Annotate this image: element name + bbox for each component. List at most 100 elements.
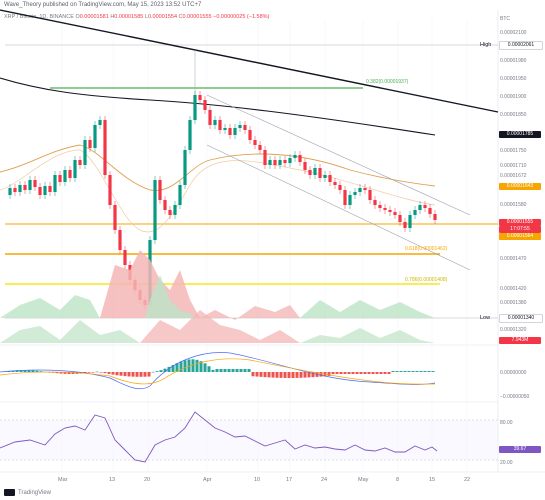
candle[interactable] [153, 180, 157, 240]
candle[interactable] [203, 100, 207, 110]
candle[interactable] [163, 200, 167, 210]
candle[interactable] [363, 188, 367, 190]
candle[interactable] [398, 215, 402, 222]
candle[interactable] [308, 170, 312, 175]
macd-bar [55, 372, 59, 374]
candle[interactable] [258, 145, 262, 150]
candle[interactable] [268, 160, 272, 165]
ema-50-line[interactable] [0, 144, 436, 191]
candle[interactable] [13, 188, 17, 192]
candle[interactable] [38, 187, 42, 195]
candle[interactable] [188, 120, 192, 150]
macd-bar [279, 372, 283, 378]
candle[interactable] [433, 214, 437, 220]
candle[interactable] [338, 185, 342, 190]
candle[interactable] [418, 205, 422, 210]
candle[interactable] [253, 140, 257, 145]
candle[interactable] [263, 150, 267, 165]
ema-200-line[interactable] [0, 77, 436, 136]
candle[interactable] [78, 160, 82, 165]
candle[interactable] [348, 195, 352, 205]
candle[interactable] [123, 250, 127, 265]
candle[interactable] [93, 125, 97, 148]
candle[interactable] [68, 170, 72, 178]
candle[interactable] [333, 182, 337, 185]
candle[interactable] [98, 120, 102, 125]
candle[interactable] [303, 162, 307, 170]
channel-lower[interactable] [206, 144, 471, 271]
candle[interactable] [18, 185, 22, 192]
signal-line[interactable] [0, 358, 436, 385]
candle[interactable] [118, 230, 122, 250]
candle[interactable] [353, 192, 357, 195]
candle[interactable] [273, 160, 277, 165]
candle[interactable] [113, 205, 117, 230]
candle[interactable] [63, 170, 67, 182]
candle[interactable] [368, 190, 372, 200]
candle[interactable] [328, 175, 332, 182]
candle[interactable] [323, 175, 327, 178]
candle[interactable] [8, 188, 12, 195]
candle[interactable] [383, 208, 387, 210]
candles-group[interactable] [8, 91, 437, 309]
footer-brand[interactable]: TradingView [4, 489, 51, 496]
candle[interactable] [248, 130, 252, 140]
candle[interactable] [293, 155, 297, 158]
rsi-line[interactable] [0, 411, 438, 463]
candle[interactable] [393, 212, 397, 215]
candle[interactable] [88, 140, 92, 148]
candle[interactable] [378, 205, 382, 208]
long-trendline[interactable] [0, 9, 499, 113]
candle[interactable] [173, 205, 177, 215]
candle[interactable] [223, 128, 227, 130]
candle[interactable] [403, 222, 407, 228]
candle[interactable] [408, 215, 412, 228]
candle[interactable] [73, 160, 77, 178]
channel-upper[interactable] [206, 94, 471, 216]
candle[interactable] [23, 185, 27, 190]
candle[interactable] [373, 200, 377, 205]
candle[interactable] [233, 128, 237, 135]
candle[interactable] [358, 188, 362, 192]
candle[interactable] [288, 158, 292, 163]
candle[interactable] [108, 175, 112, 205]
candle[interactable] [178, 185, 182, 205]
candle[interactable] [28, 180, 32, 190]
macd-histogram[interactable] [3, 359, 435, 378]
candle[interactable] [168, 210, 172, 215]
candle[interactable] [283, 160, 287, 163]
volume-area[interactable] [0, 250, 435, 343]
candle[interactable] [33, 180, 37, 187]
open-value: 0.00001581 [79, 14, 109, 20]
symbol-name[interactable]: XRP / Bitcoin, 1D, BINANCE [4, 14, 74, 20]
candle[interactable] [48, 186, 52, 192]
candle[interactable] [428, 208, 432, 214]
candle[interactable] [58, 175, 62, 182]
candle[interactable] [228, 128, 232, 135]
candle[interactable] [193, 95, 197, 120]
candle[interactable] [83, 140, 87, 165]
macd-line[interactable] [0, 352, 436, 390]
candle[interactable] [313, 168, 317, 175]
candle[interactable] [413, 210, 417, 215]
candle[interactable] [53, 175, 57, 192]
candle[interactable] [218, 120, 222, 130]
candle[interactable] [243, 125, 247, 130]
candle[interactable] [318, 168, 322, 178]
macd-bar [107, 372, 111, 374]
macd-bar [299, 372, 303, 378]
candle[interactable] [43, 186, 47, 195]
candle[interactable] [213, 120, 217, 125]
candle[interactable] [158, 180, 162, 200]
candle[interactable] [238, 125, 242, 128]
candle[interactable] [183, 150, 187, 185]
candle[interactable] [198, 95, 202, 100]
candle[interactable] [423, 205, 427, 208]
candle[interactable] [103, 120, 107, 175]
candle[interactable] [343, 190, 347, 205]
candle[interactable] [298, 155, 302, 162]
candle[interactable] [278, 160, 282, 165]
candle[interactable] [388, 210, 392, 212]
candle[interactable] [208, 110, 212, 125]
